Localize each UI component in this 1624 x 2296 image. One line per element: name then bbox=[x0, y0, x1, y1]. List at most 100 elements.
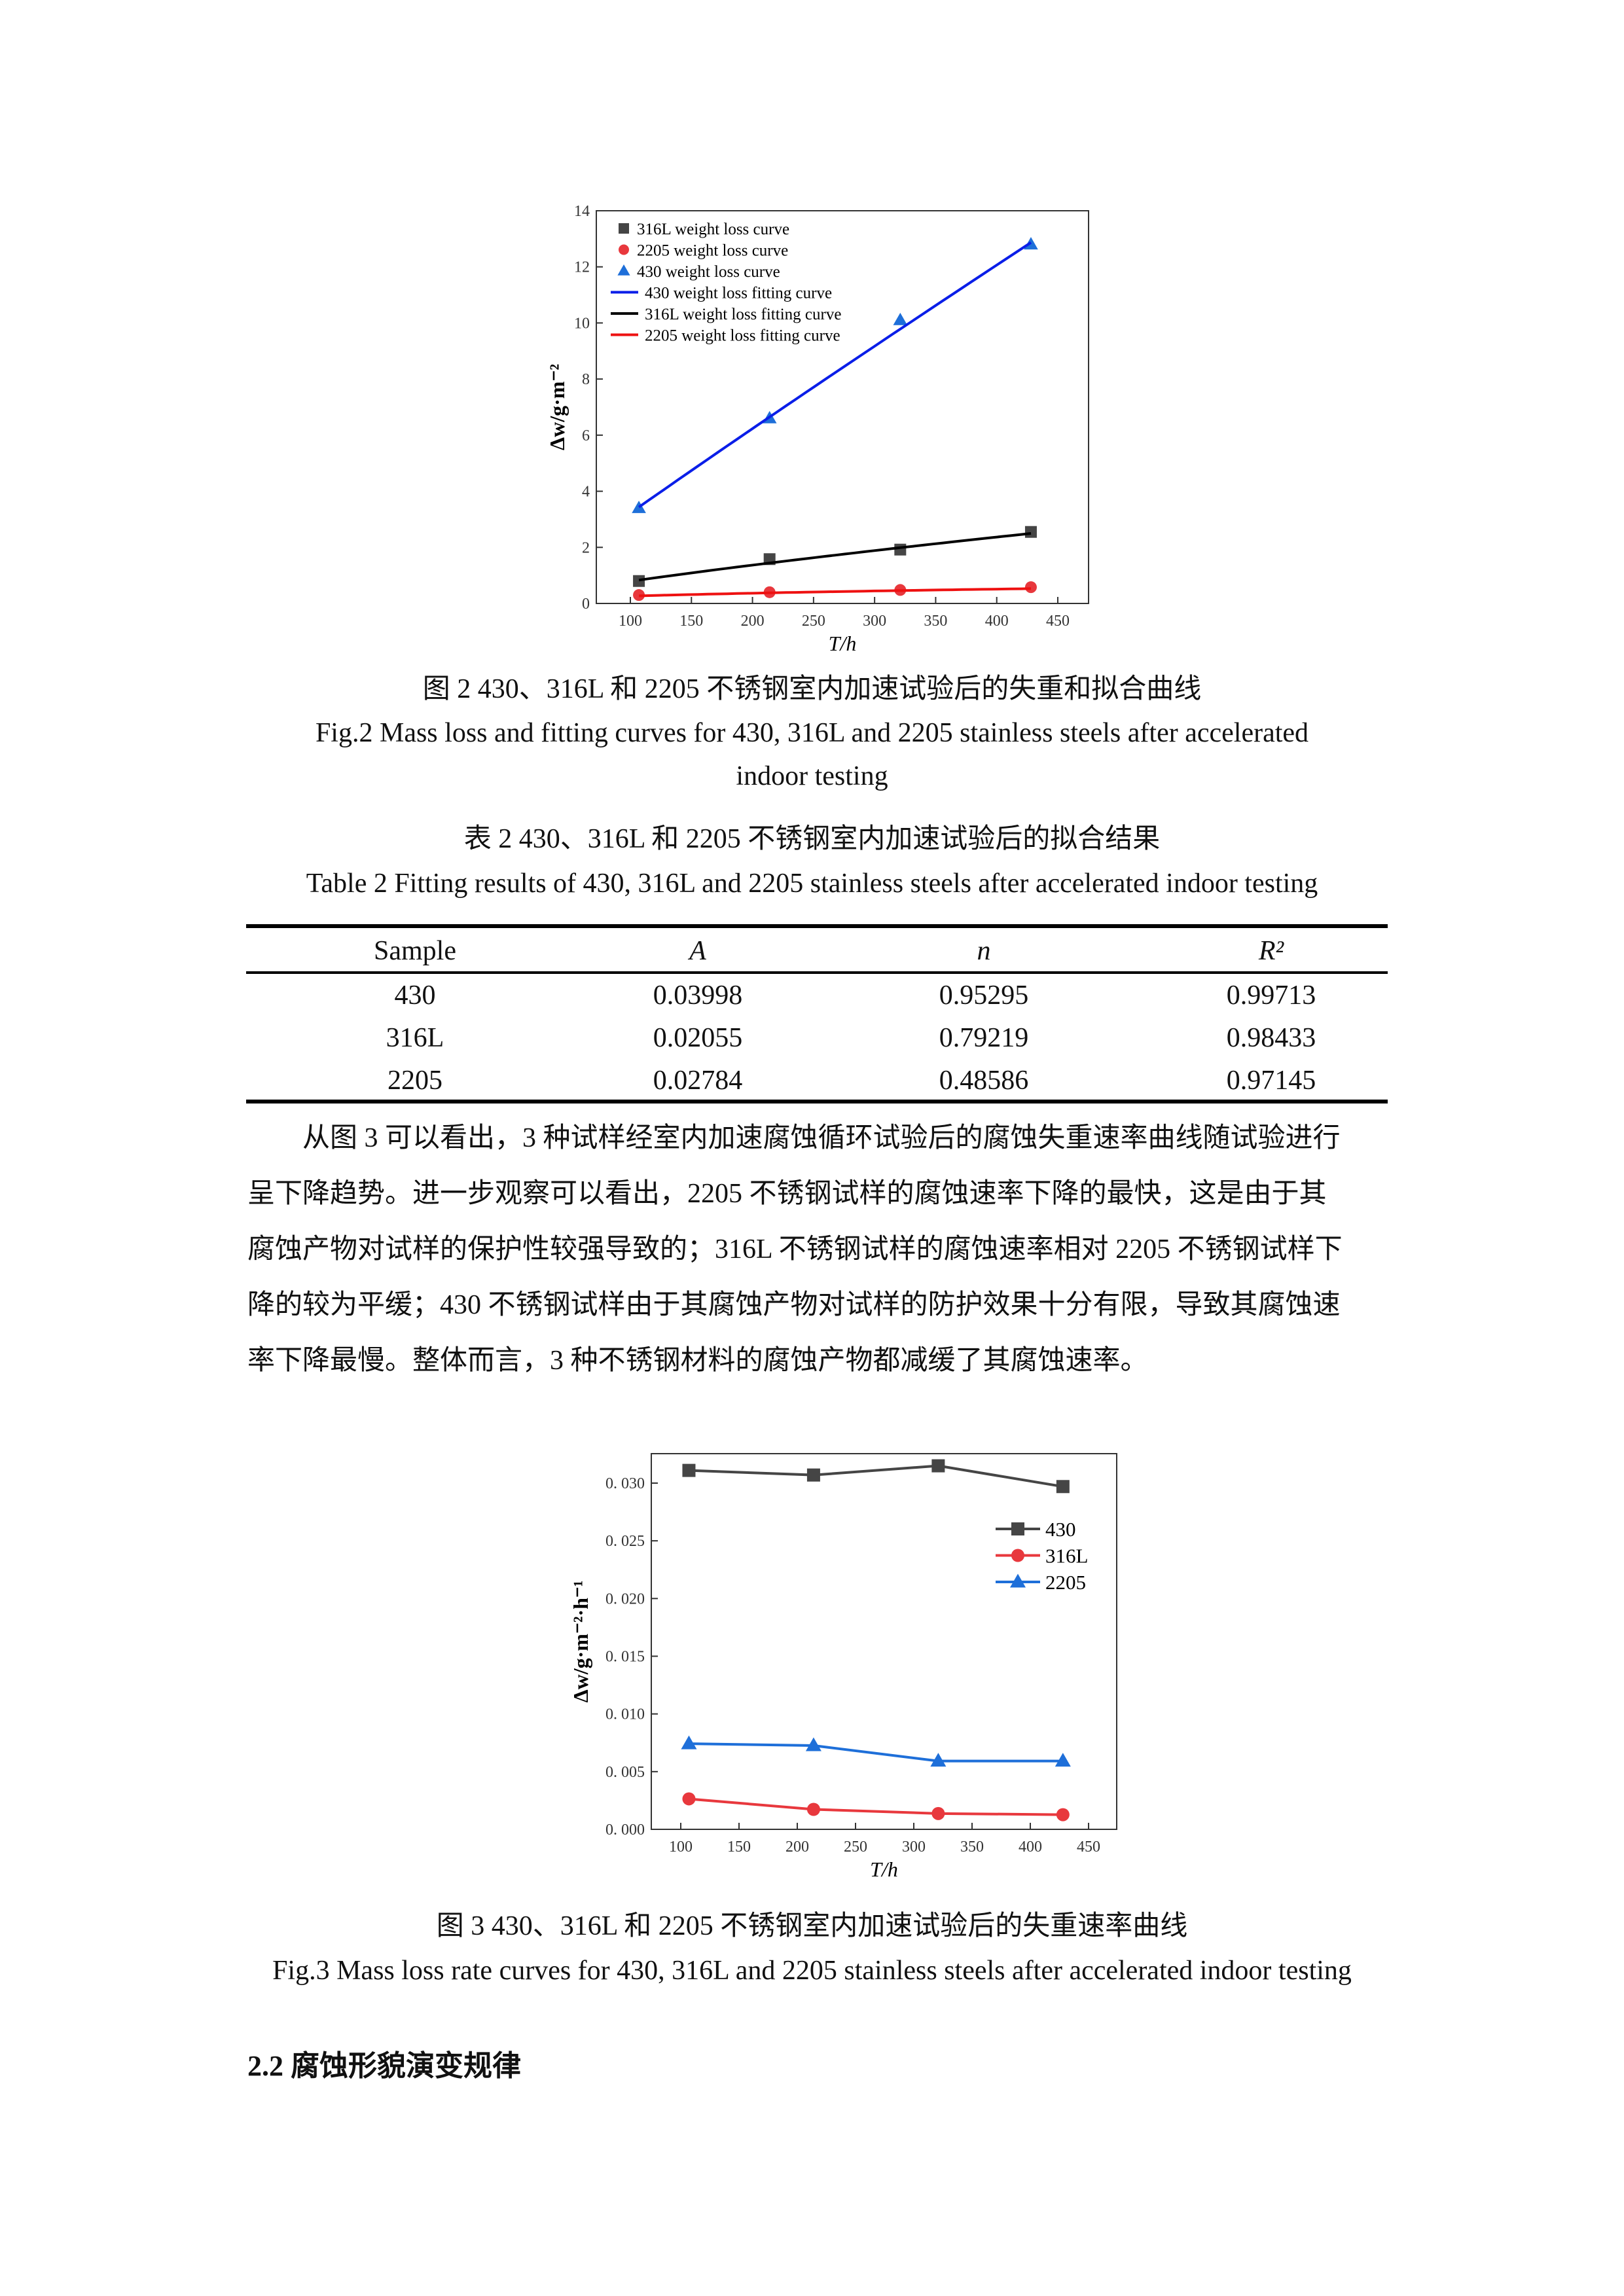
data-point-430 bbox=[806, 1468, 820, 1482]
fit-curve-430 bbox=[638, 241, 1032, 509]
y-axis-label: Δw/g·m⁻² bbox=[545, 364, 569, 450]
x-tick-label: 300 bbox=[863, 613, 886, 630]
table2-caption-en: Table 2 Fitting results of 430, 316L and… bbox=[306, 869, 1318, 899]
legend-label: 2205 weight loss curve bbox=[637, 242, 788, 260]
section-heading: 2.2 腐蚀形貌演变规律 bbox=[247, 2050, 521, 2082]
data-point-316L bbox=[931, 1806, 945, 1820]
cell-sample: 2205 bbox=[388, 1066, 442, 1096]
legend-label: 430 weight loss fitting curve bbox=[645, 285, 832, 302]
data-point-2205 bbox=[633, 589, 645, 601]
cell-n: 0.79219 bbox=[939, 1023, 1029, 1053]
y-tick-label: 10 bbox=[574, 315, 590, 332]
plot-frame bbox=[651, 1453, 1117, 1830]
table2-caption-cn: 表 2 430、316L 和 2205 不锈钢室内加速试验后的拟合结果 bbox=[463, 824, 1161, 854]
y-tick-label: 0. 025 bbox=[605, 1533, 645, 1550]
data-point-2205 bbox=[930, 1753, 947, 1767]
x-tick-label: 250 bbox=[844, 1839, 867, 1856]
y-tick-label: 14 bbox=[574, 203, 590, 220]
legend-label: 316L weight loss fitting curve bbox=[645, 306, 841, 323]
x-axis-label: T/h bbox=[870, 1857, 898, 1881]
data-point-316L bbox=[1056, 1808, 1070, 1821]
x-tick-label: 450 bbox=[1046, 613, 1070, 630]
legend-marker bbox=[1011, 1549, 1024, 1562]
figure3-caption-en: Fig.3 Mass loss rate curves for 430, 316… bbox=[272, 1956, 1352, 1986]
legend-label: 2205 bbox=[1045, 1571, 1086, 1594]
x-tick-label: 100 bbox=[619, 613, 642, 630]
cell-n: 0.48586 bbox=[939, 1066, 1029, 1096]
y-tick-label: 0. 015 bbox=[605, 1649, 645, 1666]
paragraph-line: 呈下降趋势。进一步观察可以看出，2205 不锈钢试样的腐蚀速率下降的最快，这是由… bbox=[247, 1179, 1327, 1209]
y-tick-label: 0 bbox=[582, 596, 590, 613]
y-tick-label: 8 bbox=[582, 371, 590, 388]
y-tick-label: 0. 030 bbox=[605, 1475, 645, 1492]
cell-r2: 0.99713 bbox=[1226, 980, 1316, 1011]
x-tick-label: 200 bbox=[741, 613, 765, 630]
paragraph-line: 从图 3 可以看出，3 种试样经室内加速腐蚀循环试验后的腐蚀失重速率曲线随试验进… bbox=[302, 1123, 1341, 1153]
y-axis-label: Δw/g·m⁻²·h⁻¹ bbox=[569, 1581, 592, 1703]
cell-n: 0.95295 bbox=[939, 980, 1029, 1011]
cell-r2: 0.97145 bbox=[1226, 1066, 1316, 1096]
table-bottom-rule bbox=[246, 1100, 1388, 1103]
cell-sample: 316L bbox=[386, 1023, 444, 1053]
header-r2: R² bbox=[1258, 936, 1284, 966]
data-point-2205 bbox=[681, 1735, 697, 1749]
cell-r2: 0.98433 bbox=[1226, 1023, 1316, 1053]
series-line-430 bbox=[689, 1464, 1064, 1488]
x-tick-label: 150 bbox=[679, 613, 703, 630]
x-tick-label: 200 bbox=[785, 1839, 809, 1856]
fit-curve-316L bbox=[638, 532, 1032, 582]
legend-marker bbox=[617, 264, 630, 276]
x-tick-label: 400 bbox=[985, 613, 1009, 630]
x-axis-label: T/h bbox=[829, 632, 857, 655]
figure3-caption-cn: 图 3 430、316L 和 2205 不锈钢室内加速试验后的失重速率曲线 bbox=[436, 1911, 1188, 1941]
x-tick-label: 150 bbox=[727, 1839, 751, 1856]
y-tick-label: 4 bbox=[582, 484, 590, 501]
mass-loss-chart: 100 150 200 250 300 350 400 450 0 2 4 6 8 10 12 14 T/h Δw… bbox=[545, 203, 1089, 655]
data-point-2205 bbox=[1055, 1753, 1071, 1767]
paragraph-line: 率下降最慢。整体而言，3 种不锈钢材料的腐蚀产物都减缓了其腐蚀速率。 bbox=[247, 1346, 1148, 1376]
x-tick-label: 250 bbox=[802, 613, 825, 630]
figure2-caption-en: Fig.2 Mass loss and fitting curves for 4… bbox=[315, 718, 1309, 748]
data-point-430 bbox=[1056, 1480, 1070, 1494]
cell-sample: 430 bbox=[394, 980, 436, 1011]
y-tick-label: 0. 010 bbox=[605, 1706, 645, 1723]
x-tick-label: 100 bbox=[669, 1839, 693, 1856]
legend-label: 2205 weight loss fitting curve bbox=[645, 327, 840, 345]
y-tick-label: 0. 020 bbox=[605, 1590, 645, 1607]
x-tick-label: 400 bbox=[1019, 1839, 1042, 1856]
legend-marker bbox=[619, 223, 629, 234]
data-point-2205 bbox=[1024, 581, 1037, 594]
series-line-2205 bbox=[689, 1742, 1063, 1763]
header-sample: Sample bbox=[374, 936, 456, 966]
paragraph-line: 降的较为平缓；430 不锈钢试样由于其腐蚀产物对试样的防护效果十分有限，导致其腐… bbox=[247, 1290, 1341, 1320]
plot-frame bbox=[596, 210, 1089, 604]
data-point-316L bbox=[1024, 526, 1037, 538]
figure2-caption-en-cont: indoor testing bbox=[736, 761, 888, 791]
legend-label: 316L bbox=[1045, 1545, 1088, 1568]
y-tick-label: 2 bbox=[582, 539, 590, 556]
cell-a: 0.02784 bbox=[653, 1066, 743, 1096]
data-point-316L bbox=[894, 543, 907, 556]
paragraph-line: 腐蚀产物对试样的保护性较强导致的；316L 不锈钢试样的腐蚀速率相对 2205 … bbox=[247, 1234, 1343, 1265]
x-tick-label: 350 bbox=[960, 1839, 984, 1856]
legend-label: 430 bbox=[1045, 1518, 1076, 1541]
legend-marker bbox=[1010, 1573, 1026, 1588]
series-line-316L bbox=[689, 1797, 1063, 1816]
legend-marker bbox=[1011, 1522, 1024, 1535]
legend-label: 316L weight loss curve bbox=[637, 221, 789, 238]
mass-loss-rate-chart: 100 150 200 250 300 350 400 450 0. 000 0. 005 0. 0… bbox=[569, 1453, 1117, 1881]
data-point-316L bbox=[633, 575, 645, 587]
fit-curve-2205 bbox=[639, 587, 1032, 598]
header-a: A bbox=[689, 936, 706, 966]
data-point-316L bbox=[682, 1792, 696, 1806]
y-tick-label: 0. 005 bbox=[605, 1764, 645, 1781]
table-top-rule bbox=[246, 924, 1388, 928]
y-tick-label: 12 bbox=[574, 259, 590, 276]
data-point-2205 bbox=[805, 1737, 821, 1751]
cell-a: 0.02055 bbox=[653, 1023, 743, 1053]
data-point-430 bbox=[682, 1463, 696, 1477]
x-tick-label: 300 bbox=[902, 1839, 926, 1856]
cell-a: 0.03998 bbox=[653, 980, 743, 1011]
data-point-430 bbox=[931, 1459, 945, 1473]
x-tick-label: 350 bbox=[924, 613, 947, 630]
